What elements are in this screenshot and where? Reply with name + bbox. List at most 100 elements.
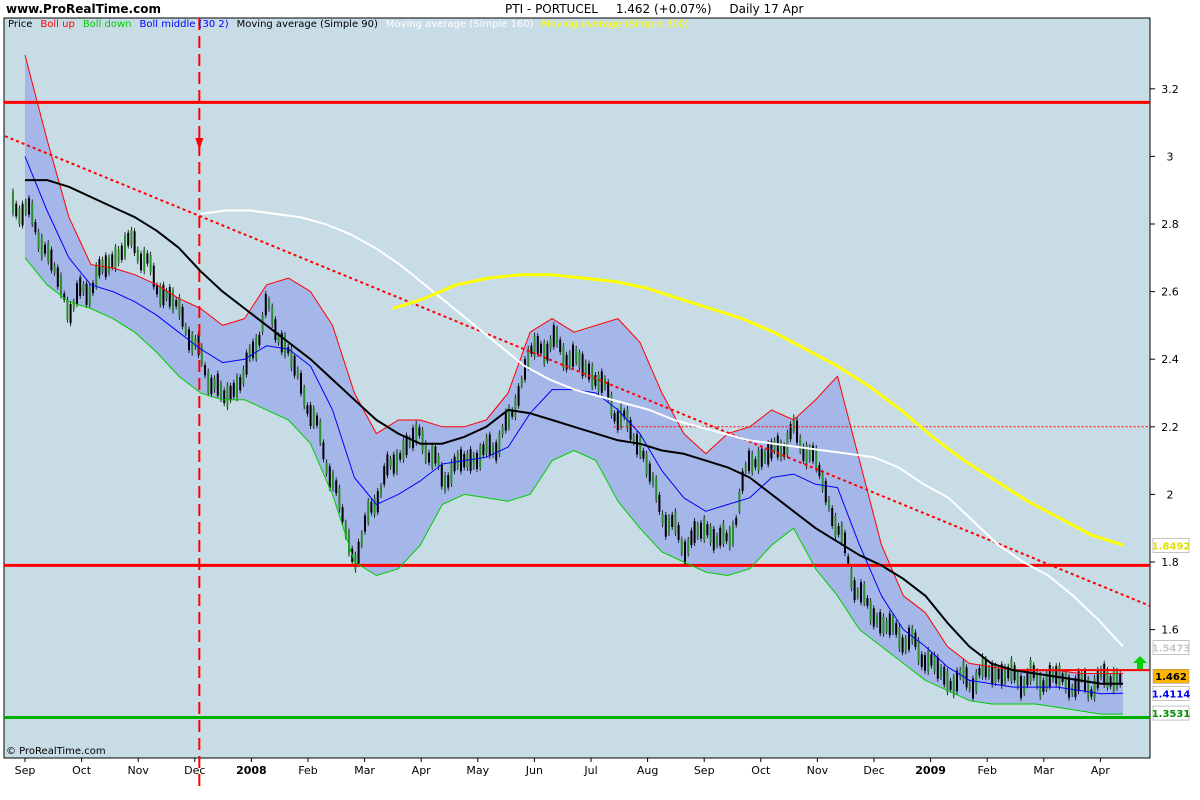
candle-body <box>367 500 370 523</box>
price-label: 1.8492 <box>1152 541 1191 552</box>
candle-body <box>847 556 850 564</box>
candle-body <box>524 359 526 380</box>
candle-body <box>1074 677 1077 698</box>
candle-body <box>31 202 34 225</box>
candle-body <box>258 334 261 346</box>
x-tick-label: 2009 <box>915 764 946 777</box>
candle-body <box>722 522 725 545</box>
candle-body <box>591 365 594 388</box>
indicator-line <box>25 179 1123 685</box>
candle-body <box>335 480 338 494</box>
candle-body <box>546 343 549 361</box>
candle-body <box>399 453 402 460</box>
candle-body <box>613 413 616 422</box>
candle-body <box>895 622 898 635</box>
candle-body <box>341 507 344 522</box>
candle-body <box>63 293 66 300</box>
legend-entry: Boll up <box>40 19 74 30</box>
candle-body <box>213 378 216 390</box>
candle-body <box>447 475 450 488</box>
candle-body <box>517 386 520 406</box>
candle-body <box>1042 680 1045 692</box>
candle-body <box>405 435 408 456</box>
candle-body <box>716 535 718 546</box>
indicator-line <box>392 273 1124 547</box>
candle-body <box>1068 676 1070 698</box>
candle-body <box>792 417 795 431</box>
candle-body <box>242 368 245 384</box>
candle-body <box>450 461 453 484</box>
candle-body <box>226 385 229 408</box>
candle-body <box>645 453 648 475</box>
candle-body <box>764 451 766 462</box>
candle-body <box>629 419 632 440</box>
candle-body <box>34 222 37 233</box>
candle-body <box>988 667 990 677</box>
candle-body <box>140 253 142 271</box>
legend-entry: Boll down <box>83 19 132 30</box>
indicator-line <box>24 54 1123 674</box>
candle-body <box>543 342 546 364</box>
candle-body <box>1119 673 1122 685</box>
candle-body <box>98 259 101 276</box>
price-label-box <box>1152 538 1190 553</box>
candle-body <box>869 601 872 622</box>
candle-body <box>677 524 680 540</box>
candle-body <box>316 415 318 426</box>
site-name[interactable]: www.ProRealTime.com <box>6 2 161 16</box>
candle-body <box>146 253 149 264</box>
candle-body <box>783 445 786 458</box>
candle-body <box>943 666 946 685</box>
candle-body <box>82 283 85 293</box>
candle-body <box>127 232 130 246</box>
candle-body <box>773 440 776 452</box>
candle-body <box>434 446 437 464</box>
candle-body <box>181 307 184 327</box>
candle-body <box>245 352 248 375</box>
candle-body <box>428 452 430 463</box>
candle-body <box>303 387 306 407</box>
candle-body <box>824 480 827 503</box>
candle-body <box>914 632 917 648</box>
candle-body <box>949 681 952 690</box>
x-tick-label: Jun <box>525 764 543 777</box>
candle-body <box>172 290 174 311</box>
candle-body <box>111 254 114 268</box>
candle-body <box>252 341 254 358</box>
candle-body <box>956 670 958 692</box>
candle-body <box>952 676 955 696</box>
y-tick-label: 1.8 <box>1161 556 1179 569</box>
candle-body <box>40 236 43 258</box>
candle-body <box>76 283 78 305</box>
candle-body <box>200 346 203 364</box>
candle-body <box>412 427 414 449</box>
candle-body <box>840 524 843 543</box>
candle-body <box>1058 665 1061 687</box>
candle-body <box>306 405 309 414</box>
candle-body <box>415 423 418 443</box>
candle-body <box>136 249 139 262</box>
candle-body <box>780 442 782 459</box>
candle-body <box>623 410 626 418</box>
candle-body <box>837 526 840 535</box>
x-tick-label: Apr <box>412 764 432 777</box>
candle-body <box>805 444 808 467</box>
y-tick-label: 2.8 <box>1161 218 1179 231</box>
candle-body <box>156 285 158 295</box>
candle-body <box>248 347 251 360</box>
candle-body <box>332 472 334 489</box>
candle-body <box>735 517 738 525</box>
candle-body <box>72 301 75 310</box>
y-tick-label: 1.6 <box>1161 624 1179 637</box>
candle-body <box>812 445 814 462</box>
down-arrow-icon <box>195 138 204 150</box>
candle-body <box>626 409 629 429</box>
candle-body <box>348 531 350 554</box>
candle-body <box>184 325 187 334</box>
candle-body <box>536 336 539 355</box>
candle-body <box>786 432 789 455</box>
copyright-footer: © ProRealTime.com <box>6 746 106 757</box>
candle-body <box>1013 664 1016 681</box>
candle-body <box>876 615 878 625</box>
x-tick-label: Nov <box>127 764 149 777</box>
